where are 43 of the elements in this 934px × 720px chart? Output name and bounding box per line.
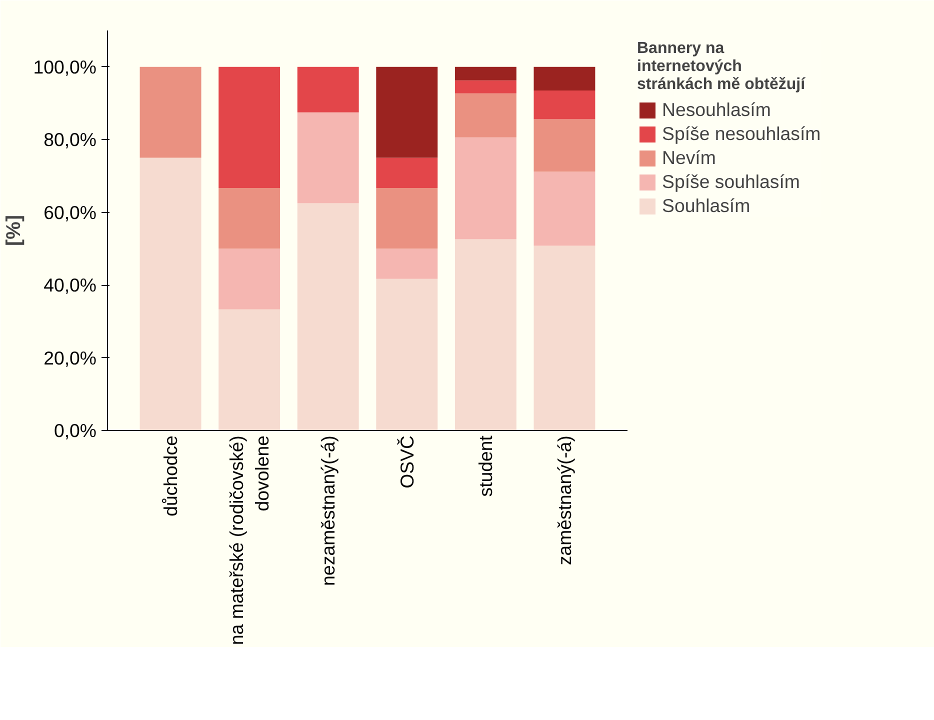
bar: [454, 137, 516, 240]
y-axis-title: [%]: [3, 214, 26, 246]
bar: [454, 93, 516, 138]
x-tick-label: nezaměstnaný(-á): [318, 435, 339, 586]
y-tick-label: 100,0%: [33, 56, 97, 78]
y-tick-label: 40,0%: [44, 274, 97, 296]
legend-title: Bannery na internetových stránkách mě obtěžují: [637, 40, 806, 94]
bar: [376, 66, 438, 158]
x-tick-label: na mateřské (rodičovské) dovolene: [226, 435, 272, 645]
bar: [297, 112, 359, 204]
y-tick-label: 20,0%: [44, 347, 97, 368]
bar: [297, 66, 359, 112]
bar: [376, 278, 438, 430]
legend-label: Souhlasím: [662, 195, 750, 217]
bar: [218, 66, 280, 188]
bar: [218, 248, 280, 310]
bar: [454, 80, 516, 94]
x-tick-label: zaměstnaný(-á): [554, 435, 575, 566]
bar: [534, 66, 596, 90]
bar: [534, 90, 596, 120]
bar: [218, 188, 280, 249]
legend-label: Spíše nesouhlasím: [662, 123, 821, 145]
y-tick-label: 0,0%: [54, 420, 97, 441]
legend-label: Nesouhlasím: [662, 99, 771, 121]
legend-label: Spíše souhlasím: [662, 171, 800, 193]
x-tick-label: důchodce: [160, 435, 182, 516]
y-tick-label: 60,0%: [44, 202, 97, 223]
legend-label: Nevím: [662, 147, 716, 169]
bar: [454, 239, 516, 430]
bar: [534, 246, 596, 430]
bar: [218, 309, 280, 430]
bar: [140, 158, 202, 430]
bar: [376, 188, 438, 249]
bar: [140, 66, 202, 158]
bar: [376, 248, 438, 279]
y-tick-label: 80,0%: [44, 129, 97, 150]
bar: [297, 203, 359, 430]
x-tick-label: student: [475, 434, 496, 497]
bar: [376, 158, 438, 188]
x-tick-label: OSVČ: [396, 435, 418, 488]
bar: [534, 119, 596, 172]
bar: [454, 66, 516, 80]
bar: [534, 172, 596, 246]
